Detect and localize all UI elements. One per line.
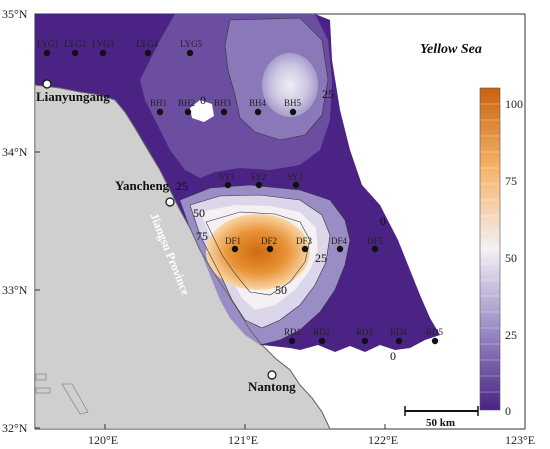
field-hole-bh2 xyxy=(190,100,214,122)
station-marker xyxy=(318,337,326,345)
station-marker xyxy=(231,245,239,253)
island xyxy=(35,387,51,394)
contour-label: 0 xyxy=(380,214,386,228)
station-marker xyxy=(144,49,152,57)
lat-tick-label: 33°N xyxy=(2,283,28,297)
contour-label: 50 xyxy=(193,206,205,220)
lat-tick-label: 34°N xyxy=(2,145,28,159)
station-marker xyxy=(186,49,194,57)
lon-axis: 120°E 121°E 122°E 123°E xyxy=(88,424,535,447)
station-marker xyxy=(255,181,263,189)
lon-tick-label: 123°E xyxy=(505,433,535,447)
lon-tick-label: 122°E xyxy=(368,433,398,447)
station-label: LYG1 xyxy=(37,39,59,49)
station-marker xyxy=(289,108,297,116)
station-marker xyxy=(220,108,228,116)
station-marker xyxy=(224,181,232,189)
station-label: BH1 xyxy=(150,98,167,108)
colorbar-tick-label: 25 xyxy=(505,328,517,342)
station-label: RD4 xyxy=(390,327,408,337)
station-marker xyxy=(254,108,262,116)
station-label: RD3 xyxy=(356,327,374,337)
station-label: LYG4 xyxy=(136,39,159,49)
colorbar: 100 75 50 25 0 xyxy=(479,87,523,418)
station-marker xyxy=(288,337,296,345)
station-label: BH4 xyxy=(249,98,267,108)
station-marker xyxy=(99,49,107,57)
station-label: RD2 xyxy=(313,327,330,337)
colorbar-ramp xyxy=(479,87,501,411)
station-marker xyxy=(292,181,300,189)
station-label: DF2 xyxy=(261,236,277,246)
station-label: DF1 xyxy=(225,236,241,246)
station-label: LYG3 xyxy=(92,39,115,49)
station-label: BH5 xyxy=(284,98,302,108)
lon-tick-label: 120°E xyxy=(88,433,118,447)
station-label: RD5 xyxy=(426,327,444,337)
station-label: DF4 xyxy=(331,236,348,246)
lat-tick-label: 32°N xyxy=(2,421,28,435)
lat-tick-label: 35°N xyxy=(2,7,28,21)
station-label: SY2 xyxy=(250,172,266,182)
colorbar-tick-label: 0 xyxy=(505,404,511,418)
island xyxy=(35,373,47,381)
contour-label: 25 xyxy=(315,251,327,265)
station-marker xyxy=(336,245,344,253)
station-marker xyxy=(361,337,369,345)
city-label: Yancheng xyxy=(115,178,170,193)
scale-bar: 50 km xyxy=(404,406,479,429)
contour-label: 0 xyxy=(200,93,206,107)
station-label: SY3 xyxy=(287,172,304,182)
city-marker xyxy=(42,79,52,89)
station-label: DF3 xyxy=(296,236,313,246)
station-marker xyxy=(43,49,51,57)
station-marker xyxy=(156,108,164,116)
city-marker xyxy=(165,197,175,207)
station-label: DF5 xyxy=(367,236,384,246)
colorbar-bands xyxy=(480,103,500,393)
city-label: Lianyungang xyxy=(36,89,110,104)
sea-label: Yellow Sea xyxy=(420,42,482,57)
colorbar-tick-label: 100 xyxy=(505,97,523,111)
coastline xyxy=(35,84,331,429)
lon-tick-label: 121°E xyxy=(228,433,258,447)
station-group: LYG1 LYG2 LYG3 LYG4 LYG5 BH1 BH2 BH3 BH4… xyxy=(37,39,444,345)
contour-line xyxy=(189,194,331,329)
lat-axis: 35°N 34°N 33°N 32°N xyxy=(2,7,40,435)
station-marker xyxy=(431,337,439,345)
contour-label: 50 xyxy=(275,283,287,297)
station-marker xyxy=(71,49,79,57)
contour-line xyxy=(224,17,329,141)
station-marker xyxy=(395,337,403,345)
field-high-bh5 xyxy=(262,53,318,117)
station-marker xyxy=(266,245,274,253)
scale-bar-label: 50 km xyxy=(426,417,455,429)
contour-label: 0 xyxy=(390,349,396,363)
contour-label: 75 xyxy=(196,229,208,243)
colorbar-tick-label: 75 xyxy=(505,174,517,188)
station-label: RD1 xyxy=(284,327,301,337)
colorbar-tick-label: 50 xyxy=(505,251,517,265)
city-label: Nantong xyxy=(248,379,296,394)
station-label: SY1 xyxy=(219,172,235,182)
contour-label: 25 xyxy=(176,179,188,193)
field-high-df xyxy=(206,214,310,290)
station-marker xyxy=(301,245,309,253)
contour-label: 25 xyxy=(322,87,334,101)
station-label: LYG2 xyxy=(64,39,86,49)
station-marker xyxy=(184,108,192,116)
island xyxy=(61,383,89,415)
station-marker xyxy=(371,245,379,253)
contour-line xyxy=(205,211,311,296)
contour-line xyxy=(179,184,351,346)
station-label: BH2 xyxy=(178,98,195,108)
city-marker xyxy=(267,370,277,380)
station-label: LYG5 xyxy=(180,39,203,49)
station-label: BH3 xyxy=(214,98,232,108)
